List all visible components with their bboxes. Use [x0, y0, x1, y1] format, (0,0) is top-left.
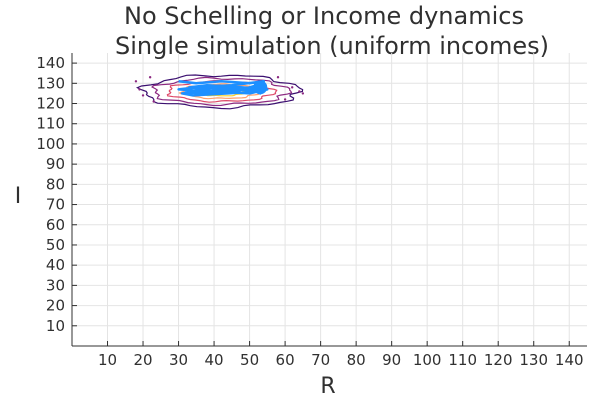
y-tick-label: 70 [46, 196, 65, 214]
x-axis-ticks: 10 20 30 40 50 60 70 80 90 100 110 120 130 140 [98, 341, 584, 369]
x-tick-label: 140 [555, 351, 584, 369]
x-tick-label: 50 [240, 351, 259, 369]
x-tick-label: 60 [276, 351, 295, 369]
x-tick-label: 110 [448, 351, 477, 369]
y-axis-label: I [15, 184, 22, 209]
grid-lines [72, 53, 587, 346]
y-tick-label: 90 [46, 155, 65, 173]
scatter-point [141, 94, 145, 97]
scatter-point [152, 100, 155, 103]
y-tick-label: 60 [46, 216, 65, 234]
y-tick-label: 110 [36, 115, 65, 133]
x-axis-label: R [320, 374, 335, 399]
scatter-point [134, 80, 138, 83]
scatter-point [283, 98, 287, 101]
y-tick-label: 50 [46, 236, 65, 254]
y-tick-label: 130 [36, 74, 65, 92]
y-tick-label: 100 [36, 135, 65, 153]
y-tick-label: 30 [46, 276, 65, 294]
chart-title-line-1: No Schelling or Income dynamics [124, 2, 524, 30]
trajectory-series [177, 80, 269, 97]
scatter-point [148, 76, 152, 79]
contour-level-2 [151, 76, 293, 107]
y-tick-label: 20 [46, 297, 65, 315]
scatter-point [298, 90, 301, 93]
scatter-point [301, 92, 305, 95]
x-tick-label: 40 [205, 351, 224, 369]
x-tick-label: 10 [98, 351, 117, 369]
trajectory-line [177, 80, 269, 97]
x-tick-label: 100 [413, 351, 442, 369]
x-tick-label: 120 [484, 351, 513, 369]
scatter-point [138, 88, 141, 91]
x-tick-label: 90 [382, 351, 401, 369]
x-tick-label: 20 [133, 351, 152, 369]
y-tick-label: 40 [46, 256, 65, 274]
y-tick-label: 140 [36, 54, 65, 72]
x-tick-label: 70 [311, 351, 330, 369]
y-tick-label: 80 [46, 175, 65, 193]
x-tick-label: 30 [169, 351, 188, 369]
x-tick-label: 80 [347, 351, 366, 369]
x-tick-label: 130 [519, 351, 548, 369]
scatter-point [291, 86, 294, 89]
contour-level-1 [135, 74, 304, 110]
scatter-point [276, 76, 280, 79]
y-axis-ticks: 10 20 30 40 50 60 70 80 90 100 110 120 130 140 [36, 54, 77, 335]
chart-title-line-2: Single simulation (uniform incomes) [115, 32, 549, 60]
trajectory-end-marker [253, 80, 268, 95]
y-tick-label: 120 [36, 95, 65, 113]
y-tick-label: 10 [46, 317, 65, 335]
scatter-points [134, 76, 305, 103]
